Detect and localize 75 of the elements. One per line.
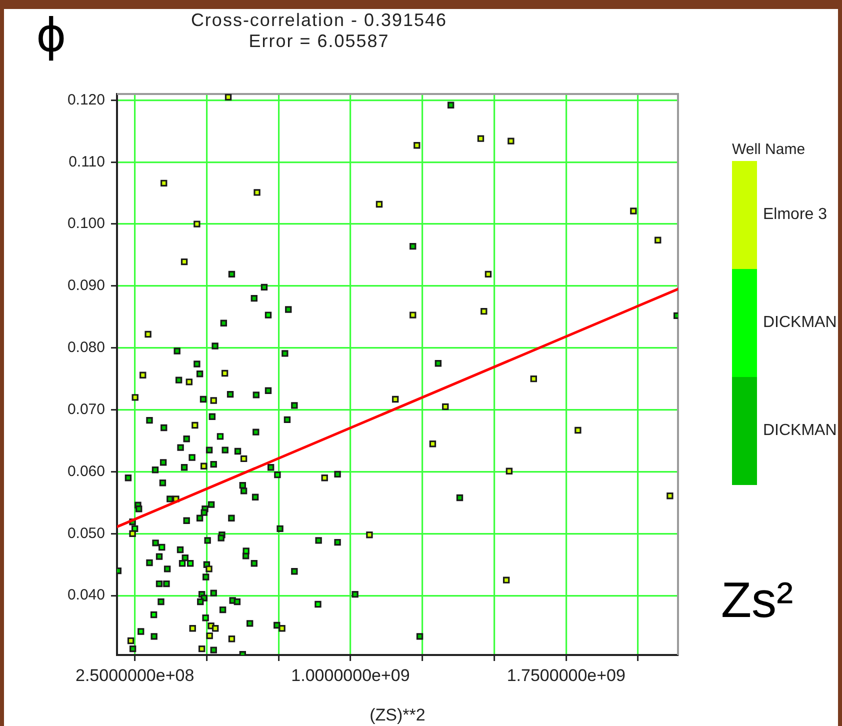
point [429, 440, 436, 448]
point [274, 471, 281, 478]
y-tick-label: 0.040 [67, 586, 105, 604]
point [206, 632, 213, 640]
legend-label: DICKMAN [763, 314, 837, 332]
point [178, 560, 186, 567]
point [630, 208, 637, 214]
point [221, 370, 228, 377]
point [200, 462, 208, 470]
x-tick-label: 2.5000000e+08 [76, 666, 194, 685]
point [189, 625, 196, 632]
point [186, 560, 194, 567]
point [150, 611, 158, 618]
point [254, 189, 260, 196]
x-axis-title: (ZS)**2 [370, 705, 426, 724]
x-tick-label: 1.0000000e+09 [291, 666, 410, 685]
point [129, 530, 136, 537]
chart-title: Cross-correlation - 0.391546 [190, 10, 448, 31]
y-tick-label: 0.120 [67, 91, 105, 108]
point [144, 330, 152, 338]
point [508, 138, 514, 144]
point [180, 258, 188, 266]
y-tick-label: 0.080 [67, 339, 105, 356]
point [224, 94, 232, 100]
point [410, 312, 416, 318]
point [206, 566, 212, 572]
point [442, 403, 449, 410]
point [127, 637, 134, 644]
point [212, 625, 219, 632]
y-axis-title: ϕ [36, 8, 66, 62]
point [321, 474, 328, 482]
point [530, 375, 537, 382]
text: Zs² [721, 571, 794, 629]
point [240, 455, 248, 462]
point [506, 468, 513, 474]
point [574, 426, 582, 434]
chart-subtitle: Error = 6.05587 [248, 31, 390, 52]
y-tick-label: 0.060 [67, 462, 105, 480]
point [264, 312, 272, 318]
point [477, 135, 484, 142]
legend-label: DICKMAN [763, 422, 837, 440]
point [376, 200, 383, 208]
point [392, 396, 399, 403]
point [210, 397, 217, 404]
y-tick-label: 0.050 [67, 524, 105, 542]
y-tick-label: 0.110 [68, 153, 105, 170]
point [278, 625, 286, 632]
point [414, 142, 420, 149]
point [158, 544, 166, 551]
point [202, 614, 209, 622]
point [366, 532, 373, 538]
y-tick-label: 0.100 [67, 215, 105, 232]
point [216, 433, 224, 440]
point [188, 454, 196, 461]
point [186, 378, 193, 386]
legend-title: Well Name [732, 141, 806, 158]
point [192, 422, 198, 429]
point [242, 548, 250, 554]
point [666, 492, 674, 500]
y-tick-label: 0.090 [67, 277, 105, 294]
point [140, 372, 146, 378]
point [160, 180, 168, 187]
point [228, 636, 236, 642]
point [654, 236, 662, 244]
point [194, 220, 200, 228]
legend-label: Elmore 3 [763, 206, 828, 224]
point [138, 628, 144, 635]
y-tick-label: 0.070 [67, 400, 105, 418]
point [198, 645, 206, 652]
point [314, 600, 322, 608]
point [132, 394, 138, 401]
x-tick-label: 1.7500000e+09 [506, 666, 626, 685]
point [480, 308, 488, 315]
point [484, 270, 492, 278]
point [502, 576, 510, 584]
